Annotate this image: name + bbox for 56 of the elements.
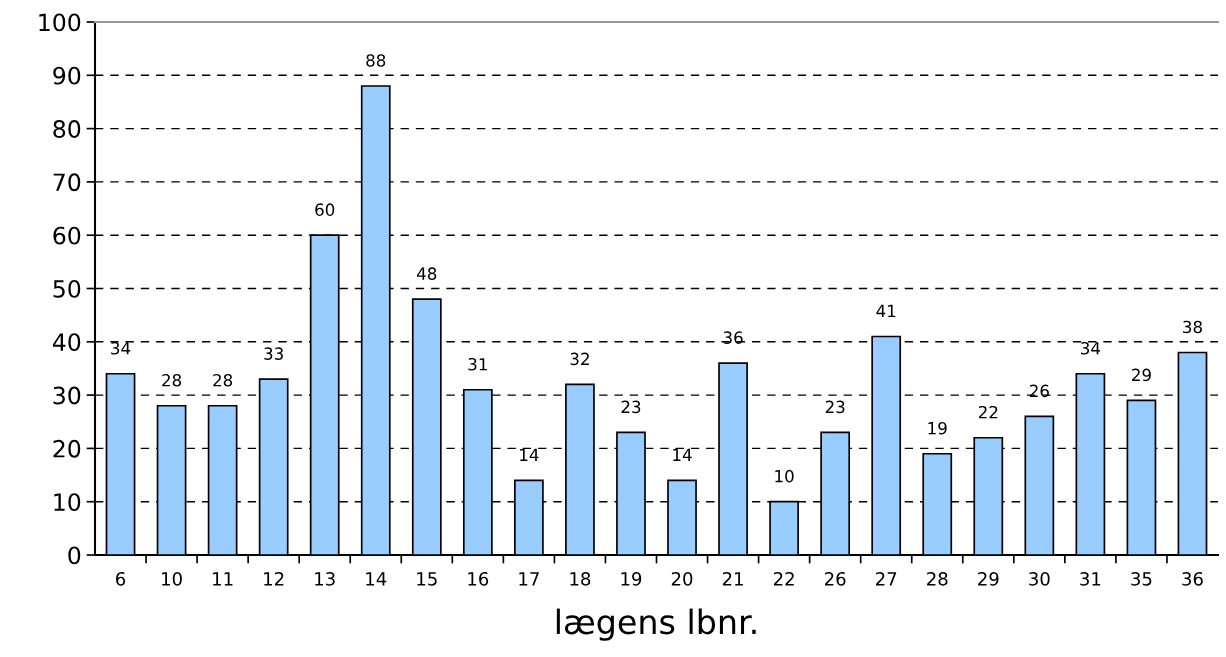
data-label: 26	[1029, 384, 1049, 398]
x-tick-label: 21	[722, 571, 743, 586]
data-label: 34	[1081, 341, 1101, 355]
data-label: 48	[417, 267, 437, 280]
data-label: 29	[1132, 368, 1151, 382]
x-tick-label: 14	[366, 572, 387, 586]
data-label: 31	[468, 357, 487, 371]
x-tick-label: 16	[468, 571, 489, 586]
data-label: 36	[723, 331, 743, 344]
x-tick-label: 36	[1182, 571, 1203, 586]
data-label: 14	[673, 448, 692, 461]
data-label: 10	[775, 469, 794, 483]
x-tick-label: 18	[570, 571, 591, 586]
x-tick-label: 26	[824, 571, 846, 586]
x-tick-label: 35	[1131, 571, 1152, 586]
data-label: 34	[111, 341, 131, 355]
data-label: 60	[315, 203, 335, 216]
x-tick-label: 19	[621, 571, 642, 586]
y-tick-label: 60	[53, 226, 81, 245]
x-tick-label: 6	[116, 571, 126, 586]
x-tick-label: 28	[927, 571, 948, 586]
y-tick-label: 70	[53, 173, 81, 192]
data-label: 23	[621, 400, 641, 414]
data-label: 22	[978, 405, 998, 419]
x-tick-label: 31	[1080, 571, 1101, 586]
y-tick-label: 30	[53, 386, 81, 405]
data-label: 41	[876, 304, 896, 318]
x-tick-label: 10	[162, 571, 182, 586]
x-tick-label: 12	[264, 571, 284, 586]
x-tick-label: 20	[671, 571, 693, 586]
data-label: 38	[1183, 320, 1202, 334]
y-tick-label: 20	[53, 439, 81, 458]
y-tick-label: 100	[39, 13, 81, 32]
data-label: 14	[520, 448, 539, 461]
y-tick-label: 90	[53, 66, 81, 85]
data-label: 32	[570, 352, 589, 366]
data-label: 88	[366, 54, 386, 67]
y-tick-label: 10	[54, 493, 81, 512]
x-tick-label: 13	[315, 571, 335, 586]
x-axis-title: lægens lbnr.	[556, 608, 756, 641]
x-tick-label: 11	[213, 572, 233, 586]
x-tick-label: 30	[1029, 571, 1050, 586]
x-tick-label: 27	[876, 571, 897, 586]
data-label: 23	[825, 400, 845, 414]
x-tick-label: 22	[773, 571, 794, 586]
data-label: 33	[264, 347, 283, 360]
y-tick-label: 40	[52, 333, 81, 352]
x-tick-label: 15	[417, 572, 437, 586]
y-tick-label: 0	[68, 546, 81, 565]
data-label: 19	[928, 421, 947, 435]
y-tick-label: 80	[53, 120, 81, 138]
x-tick-label: 29	[978, 571, 999, 586]
data-label: 28	[162, 373, 182, 387]
data-label: 28	[213, 373, 233, 387]
y-tick-label: 50	[53, 279, 81, 298]
x-tick-label: 17	[519, 572, 539, 586]
